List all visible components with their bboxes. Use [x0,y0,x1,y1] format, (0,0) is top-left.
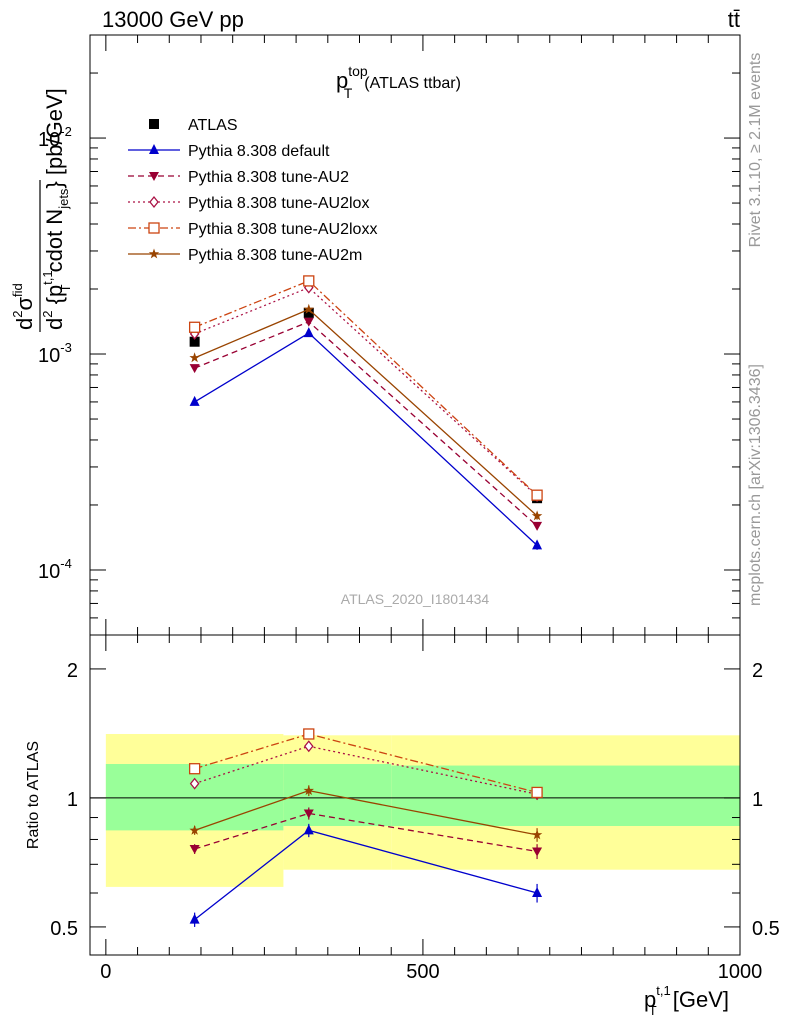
ratio-ytick-label-right: 0.5 [752,918,780,940]
ratio-point [303,809,314,819]
data-point [531,489,543,501]
analysis-watermark: ATLAS_2020_I1801434 [341,591,490,607]
main-ytick-labels: 10-4 10-3 10-2 [38,124,72,583]
ratio-point [189,845,200,855]
ratio-series-layer [188,728,543,927]
inner-band-0 [105,763,284,831]
legend-marker [149,144,159,154]
legend-label: Pythia 8.308 default [188,143,330,160]
legend-label: Pythia 8.308 tune-AU2lox [188,195,369,212]
main-panel: 10-4 10-3 10-2 ptop T(ATLAS ttbar) d2σfid d… [10,34,741,636]
svg-text:d2 {pt,1Tcdot Njets} [pb/GeV]: d2 {pt,1Tcdot Njets} [pb/GeV] [40,88,73,330]
legend-marker [149,172,159,181]
ratio-panel: 0.5 0.5 1 1 2 2 0 500 1000 Ratio to ATLAS pt,1 T … [25,634,780,1018]
ratio-ytick-label: 1 [67,789,78,811]
main-series-4 [188,275,543,501]
legend-entry-4: Pythia 8.308 tune-AU2loxx [128,221,377,238]
ratio-point [303,740,314,753]
legend-entry-0: ATLAS [149,117,238,134]
legend-marker [149,119,159,129]
ratio-point [531,786,543,799]
ratio-point [189,777,200,790]
legend-label: Pythia 8.308 tune-AU2 [188,169,349,186]
ratio-xtick-label: 1000 [718,961,763,983]
legend-marker [148,248,160,259]
ratio-xtick-label: 0 [100,961,111,983]
ratio-frame [89,634,741,956]
legend-entry-5: Pythia 8.308 tune-AU2m [128,247,362,264]
inner-band-2 [391,765,740,827]
legend-entry-1: Pythia 8.308 default [128,143,330,160]
data-point [532,521,543,531]
main-ytick-label: 10-2 [38,124,72,151]
ratio-uncertainty-bands [105,733,740,887]
ratio-axis-ticks [90,635,741,955]
main-series-1 [189,327,543,550]
main-ylabel: d2σfid d2 {pt,1Tcdot Njets} [pb/GeV] [10,88,73,332]
main-series-5 [189,303,543,521]
main-series-2 [189,317,543,531]
inner-band-1 [283,763,392,827]
svg-text:d2σfid: d2σfid [10,283,37,330]
series-line [194,332,538,546]
data-point [531,510,543,521]
legend-entry-2: Pythia 8.308 tune-AU2 [128,169,349,186]
data-point [189,364,200,374]
ratio-xlabel: pt,1 T [GeV] [644,983,729,1018]
data-point [303,307,314,318]
ratio-point [303,824,314,835]
ratio-xtick-label: 500 [406,961,439,983]
data-point [189,352,200,363]
ratio-series-1 [189,807,543,860]
main-axis-ticks [90,34,741,636]
data-point [303,275,315,287]
legend-label: ATLAS [188,117,238,134]
legend-label: Pythia 8.308 tune-AU2loxx [188,221,377,238]
panel-title: ptop T(ATLAS ttbar) [336,63,461,101]
legend-label: Pythia 8.308 tune-AU2m [188,247,362,264]
ratio-ytick-label: 0.5 [50,918,78,940]
ratio-point [189,824,200,835]
mcplots-label: mcplots.cern.ch [arXiv:1306.3436] [747,364,764,606]
main-series-layer [188,275,543,550]
legend-marker [148,222,160,234]
ratio-point [532,847,543,857]
series-line [194,321,538,527]
data-point [532,539,543,550]
data-point [303,317,314,327]
rivet-version-label: Rivet 3.1.10, ≥ 2.1M events [747,53,764,248]
main-ytick-label: 10-4 [38,556,72,583]
legend: ATLAS Pythia 8.308 default Pythia 8.308 tu… [128,117,377,264]
ratio-ytick-label-right: 2 [752,660,763,682]
data-point [303,327,314,338]
collision-label: 13000 GeV pp [102,7,244,32]
ratio-ytick-label: 2 [67,660,78,682]
ratio-point [532,886,543,897]
ratio-point [303,728,315,740]
ratio-point [189,913,200,924]
ratio-series-3 [188,728,543,799]
process-label: tt̄ [728,7,740,32]
series-line [194,286,538,497]
ratio-point [303,785,314,796]
data-point [188,321,201,333]
legend-entry-3: Pythia 8.308 tune-AU2lox [128,195,369,212]
data-point [189,395,200,406]
ratio-point [531,829,543,840]
ratio-ylabel: Ratio to ATLAS [25,741,42,849]
main-ytick-label: 10-3 [38,340,72,367]
ratio-line [194,812,538,853]
ratio-point [188,763,201,775]
data-point [189,336,200,347]
data-point [303,303,314,314]
ratio-series-0 [189,823,543,927]
ratio-series-4 [189,785,543,842]
main-series-3 [189,281,542,503]
ratio-tick-labels: 0.5 0.5 1 1 2 2 0 500 1000 [50,660,780,983]
legend-marker [149,195,159,209]
ratio-ytick-label-right: 1 [752,789,763,811]
